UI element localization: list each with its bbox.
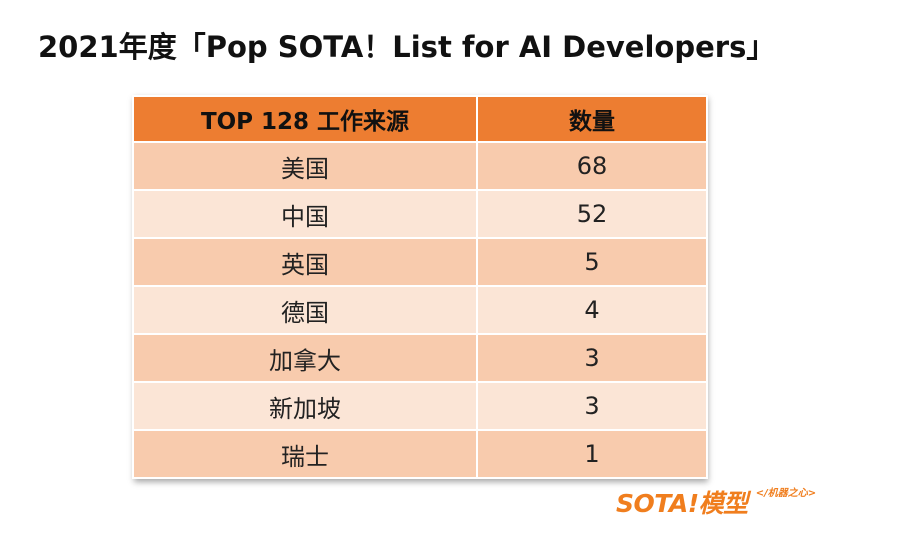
table-row: 瑞士 1: [132, 429, 708, 479]
sota-logo: SOTA!模型 </机器之心>: [616, 484, 816, 520]
cell-count: 4: [476, 285, 708, 335]
logo-main-text: SOTA!模型: [616, 489, 748, 518]
table-row: 德国 4: [132, 285, 708, 335]
page-title: 2021年度「Pop SOTA！List for AI Developers」: [38, 30, 776, 64]
cell-country: 加拿大: [132, 333, 478, 383]
table-row: 中国 52: [132, 189, 708, 239]
cell-count: 68: [476, 141, 708, 191]
cell-count: 1: [476, 429, 708, 479]
logo-sub-text: </机器之心>: [755, 488, 817, 499]
cell-country: 瑞士: [132, 429, 478, 479]
table-row: 新加坡 3: [132, 381, 708, 431]
cell-country: 英国: [132, 237, 478, 287]
cell-country: 中国: [132, 189, 478, 239]
cell-count: 3: [476, 333, 708, 383]
cell-count: 52: [476, 189, 708, 239]
data-table-container: TOP 128 工作来源 数量 美国 68 中国 52 英国 5 德国 4 加拿: [132, 95, 708, 479]
cell-country: 新加坡: [132, 381, 478, 431]
table-row: 英国 5: [132, 237, 708, 287]
table-row: 美国 68: [132, 141, 708, 191]
data-table: TOP 128 工作来源 数量 美国 68 中国 52 英国 5 德国 4 加拿: [132, 95, 708, 479]
cell-country: 美国: [132, 141, 478, 191]
column-header-count: 数量: [476, 95, 708, 143]
table-header-row: TOP 128 工作来源 数量: [132, 95, 708, 143]
column-header-source: TOP 128 工作来源: [132, 95, 478, 143]
cell-count: 5: [476, 237, 708, 287]
cell-count: 3: [476, 381, 708, 431]
table-row: 加拿大 3: [132, 333, 708, 383]
cell-country: 德国: [132, 285, 478, 335]
